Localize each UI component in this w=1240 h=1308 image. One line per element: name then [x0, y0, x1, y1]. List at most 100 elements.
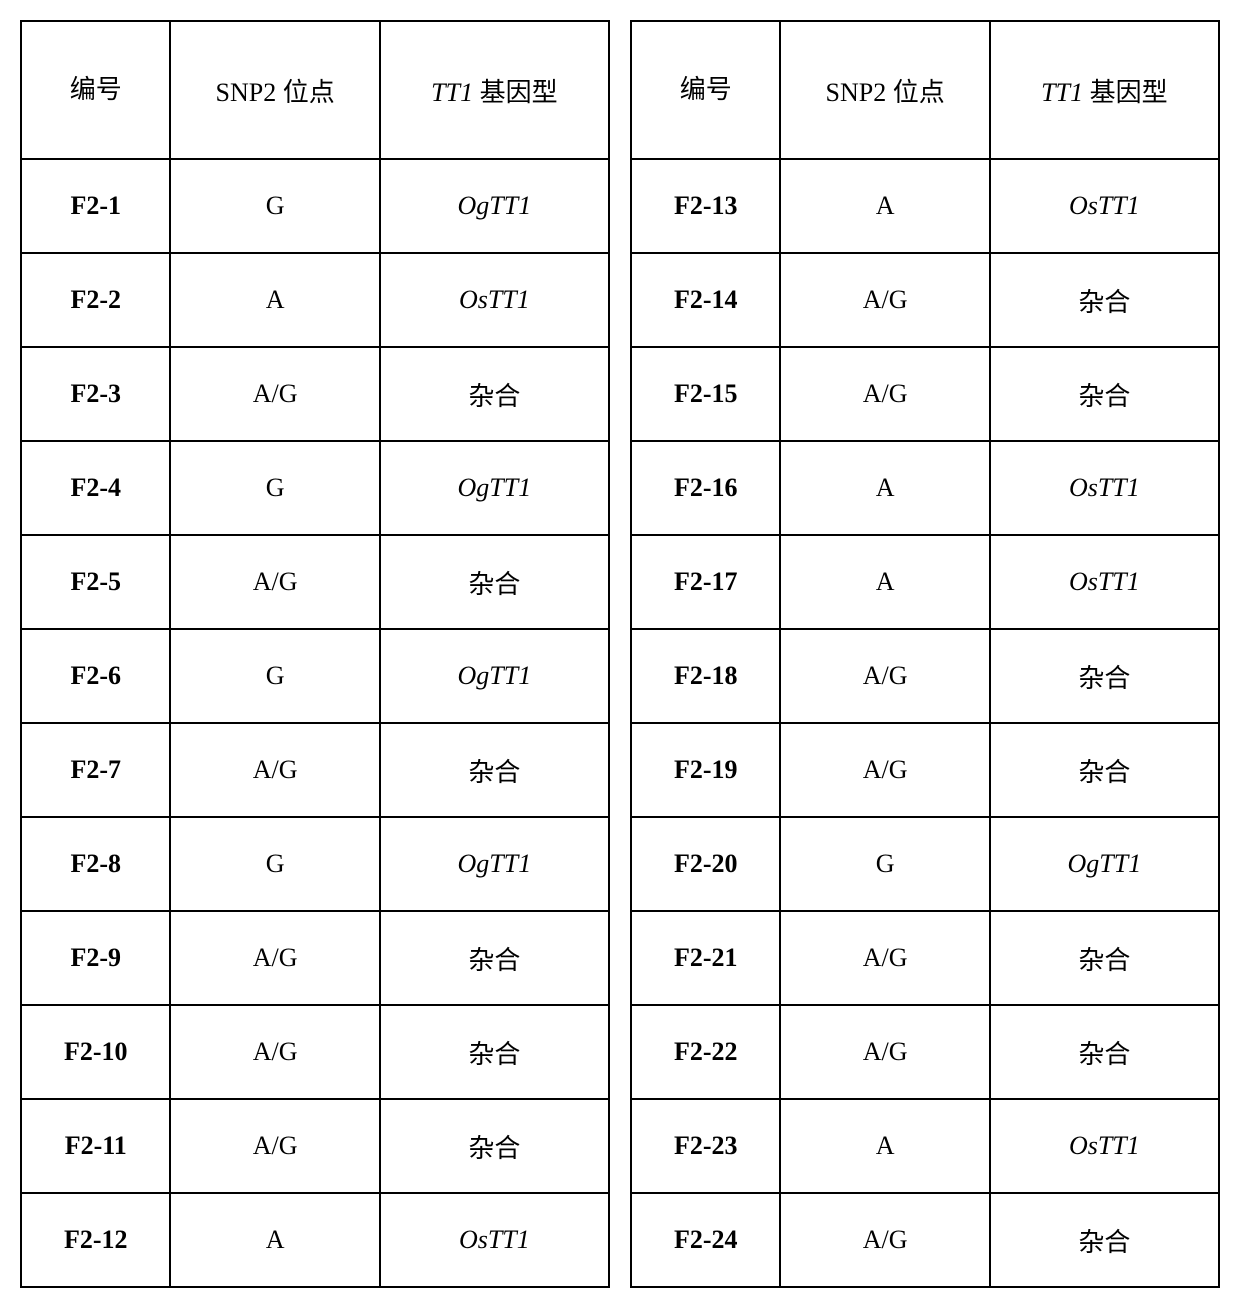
- cell-snp: A/G: [780, 347, 989, 441]
- cell-snp: A/G: [170, 723, 379, 817]
- cell-geno: 杂合: [380, 723, 609, 817]
- left-body: F2-1GOgTT1F2-2AOsTT1F2-3A/G杂合F2-4GOgTT1F…: [21, 159, 609, 1287]
- table-row: F2-11A/G杂合: [21, 1099, 609, 1193]
- cell-geno: 杂合: [380, 1005, 609, 1099]
- cell-geno: OgTT1: [380, 817, 609, 911]
- cell-geno: 杂合: [380, 535, 609, 629]
- cell-snp: A/G: [170, 347, 379, 441]
- cell-geno: 杂合: [380, 347, 609, 441]
- cell-geno: OsTT1: [380, 1193, 609, 1287]
- cell-geno: 杂合: [380, 911, 609, 1005]
- cell-id: F2-15: [631, 347, 780, 441]
- cell-geno: OsTT1: [990, 441, 1219, 535]
- table-row: F2-16AOsTT1: [631, 441, 1219, 535]
- header-geno: TT1 基因型: [990, 21, 1219, 159]
- table-row: F2-15A/G杂合: [631, 347, 1219, 441]
- table-row: F2-3A/G杂合: [21, 347, 609, 441]
- table-row: F2-12AOsTT1: [21, 1193, 609, 1287]
- header-row: 编号 SNP2 位点 TT1 基因型: [631, 21, 1219, 159]
- table-row: F2-21A/G杂合: [631, 911, 1219, 1005]
- cell-id: F2-13: [631, 159, 780, 253]
- table-row: F2-19A/G杂合: [631, 723, 1219, 817]
- cell-geno: 杂合: [990, 1005, 1219, 1099]
- cell-id: F2-14: [631, 253, 780, 347]
- table-row: F2-8GOgTT1: [21, 817, 609, 911]
- cell-id: F2-3: [21, 347, 170, 441]
- cell-geno: OgTT1: [380, 441, 609, 535]
- cell-snp: A: [170, 1193, 379, 1287]
- table-row: F2-20GOgTT1: [631, 817, 1219, 911]
- header-snp: SNP2 位点: [170, 21, 379, 159]
- cell-geno: 杂合: [990, 347, 1219, 441]
- cell-snp: G: [170, 441, 379, 535]
- cell-id: F2-20: [631, 817, 780, 911]
- cell-snp: G: [170, 159, 379, 253]
- header-snp: SNP2 位点: [780, 21, 989, 159]
- cell-id: F2-19: [631, 723, 780, 817]
- header-geno-prefix: TT1: [431, 78, 473, 107]
- cell-id: F2-1: [21, 159, 170, 253]
- cell-id: F2-17: [631, 535, 780, 629]
- cell-id: F2-16: [631, 441, 780, 535]
- cell-geno: OsTT1: [990, 535, 1219, 629]
- cell-id: F2-7: [21, 723, 170, 817]
- cell-snp: A/G: [170, 535, 379, 629]
- cell-id: F2-4: [21, 441, 170, 535]
- cell-geno: OgTT1: [990, 817, 1219, 911]
- table-row: F2-9A/G杂合: [21, 911, 609, 1005]
- cell-geno: OgTT1: [380, 629, 609, 723]
- table-row: F2-1GOgTT1: [21, 159, 609, 253]
- header-row: 编号 SNP2 位点 TT1 基因型: [21, 21, 609, 159]
- cell-id: F2-10: [21, 1005, 170, 1099]
- cell-snp: G: [780, 817, 989, 911]
- cell-snp: G: [170, 629, 379, 723]
- cell-geno: 杂合: [990, 253, 1219, 347]
- cell-geno: 杂合: [990, 1193, 1219, 1287]
- cell-snp: A/G: [780, 1193, 989, 1287]
- cell-id: F2-9: [21, 911, 170, 1005]
- right-body: F2-13AOsTT1F2-14A/G杂合F2-15A/G杂合F2-16AOsT…: [631, 159, 1219, 1287]
- cell-snp: A: [780, 535, 989, 629]
- cell-snp: A: [780, 159, 989, 253]
- table-row: F2-6GOgTT1: [21, 629, 609, 723]
- left-table: 编号 SNP2 位点 TT1 基因型 F2-1GOgTT1F2-2AOsTT1F…: [20, 20, 610, 1288]
- cell-geno: 杂合: [990, 911, 1219, 1005]
- header-id: 编号: [631, 21, 780, 159]
- table-row: F2-7A/G杂合: [21, 723, 609, 817]
- cell-snp: A/G: [780, 911, 989, 1005]
- table-row: F2-13AOsTT1: [631, 159, 1219, 253]
- cell-snp: A/G: [780, 723, 989, 817]
- table-row: F2-24A/G杂合: [631, 1193, 1219, 1287]
- cell-snp: A/G: [780, 629, 989, 723]
- cell-id: F2-24: [631, 1193, 780, 1287]
- cell-snp: A: [780, 441, 989, 535]
- cell-snp: A/G: [170, 1099, 379, 1193]
- right-table: 编号 SNP2 位点 TT1 基因型 F2-13AOsTT1F2-14A/G杂合…: [630, 20, 1220, 1288]
- table-row: F2-10A/G杂合: [21, 1005, 609, 1099]
- cell-geno: 杂合: [990, 629, 1219, 723]
- cell-id: F2-21: [631, 911, 780, 1005]
- cell-id: F2-22: [631, 1005, 780, 1099]
- table-pair-container: 编号 SNP2 位点 TT1 基因型 F2-1GOgTT1F2-2AOsTT1F…: [20, 20, 1220, 1288]
- header-geno: TT1 基因型: [380, 21, 609, 159]
- header-geno-suffix: 基因型: [1083, 78, 1168, 107]
- cell-geno: OgTT1: [380, 159, 609, 253]
- cell-geno: 杂合: [990, 723, 1219, 817]
- table-row: F2-22A/G杂合: [631, 1005, 1219, 1099]
- cell-geno: OsTT1: [990, 159, 1219, 253]
- cell-geno: 杂合: [380, 1099, 609, 1193]
- table-row: F2-17AOsTT1: [631, 535, 1219, 629]
- cell-id: F2-8: [21, 817, 170, 911]
- cell-snp: A/G: [170, 1005, 379, 1099]
- cell-snp: G: [170, 817, 379, 911]
- header-geno-prefix: TT1: [1041, 78, 1083, 107]
- cell-snp: A: [170, 253, 379, 347]
- table-row: F2-4GOgTT1: [21, 441, 609, 535]
- cell-id: F2-6: [21, 629, 170, 723]
- cell-snp: A/G: [170, 911, 379, 1005]
- cell-id: F2-18: [631, 629, 780, 723]
- header-id: 编号: [21, 21, 170, 159]
- cell-id: F2-23: [631, 1099, 780, 1193]
- header-geno-suffix: 基因型: [473, 78, 558, 107]
- cell-id: F2-5: [21, 535, 170, 629]
